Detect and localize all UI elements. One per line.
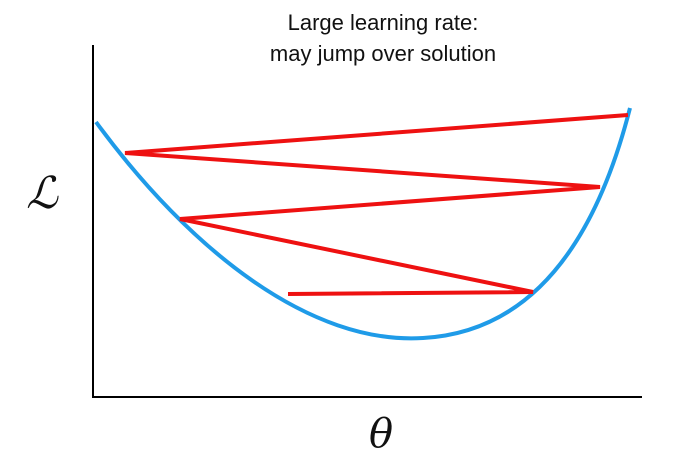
y-axis-label: ℒ bbox=[26, 168, 59, 219]
loss-curve bbox=[94, 107, 632, 341]
gradient-steps bbox=[124, 113, 629, 296]
title-line: Large learning rate: bbox=[288, 10, 479, 35]
title-line: may jump over solution bbox=[270, 41, 496, 66]
x-axis-label: θ bbox=[369, 411, 393, 457]
